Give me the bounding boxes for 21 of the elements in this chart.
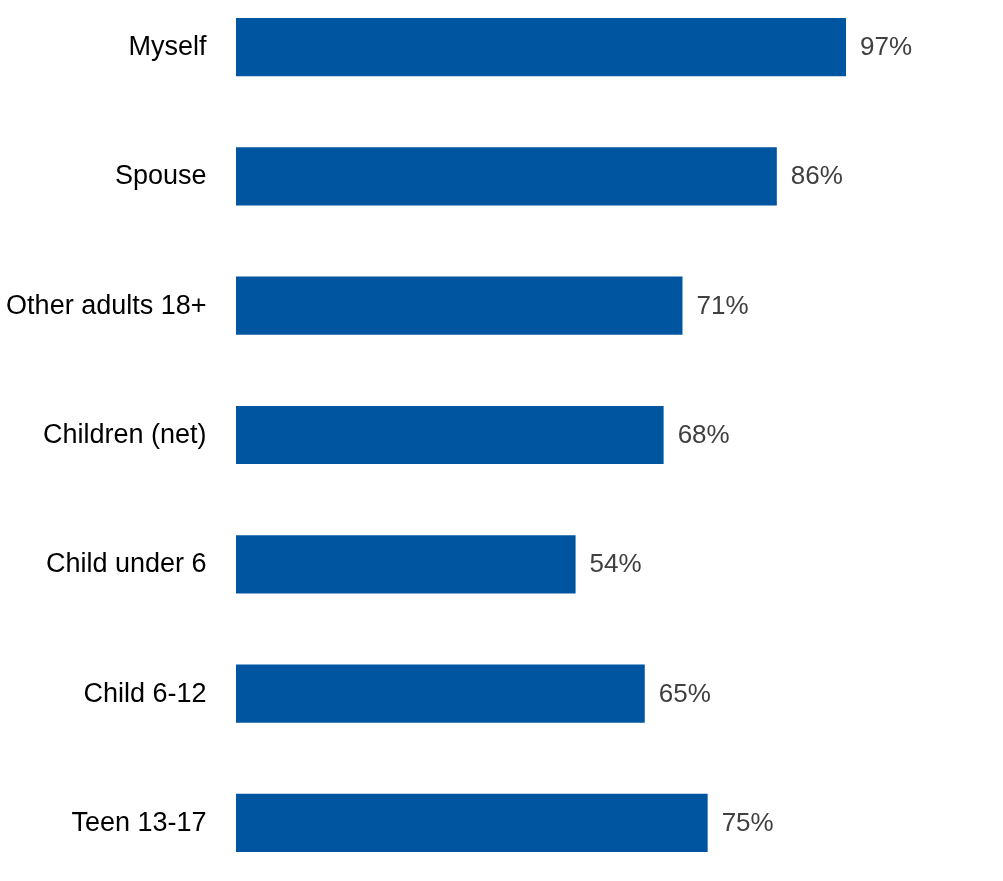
- y-tick-label: Children (net): [42, 419, 207, 449]
- data-label: 65%: [658, 677, 711, 708]
- data-label: 68%: [677, 419, 730, 449]
- bar: [236, 793, 708, 853]
- bar: [236, 147, 777, 206]
- y-tick-label: Other adults 18+: [6, 289, 207, 320]
- bar: [236, 276, 683, 335]
- y-tick-label: Child under 6: [45, 548, 207, 579]
- y-tick-label: Child 6-12: [83, 677, 207, 708]
- data-label: 54%: [589, 548, 642, 579]
- y-tick-label: Myself: [128, 31, 207, 62]
- data-label: 86%: [790, 160, 843, 191]
- data-label: 97%: [860, 31, 913, 62]
- bar: [236, 405, 664, 465]
- bar: [236, 535, 576, 594]
- bar: [236, 17, 846, 77]
- data-label: 71%: [696, 289, 749, 320]
- bar: [236, 664, 645, 723]
- data-label: 75%: [721, 806, 774, 837]
- y-tick-label: Teen 13-17: [71, 806, 207, 837]
- y-tick-label: Spouse: [114, 160, 207, 191]
